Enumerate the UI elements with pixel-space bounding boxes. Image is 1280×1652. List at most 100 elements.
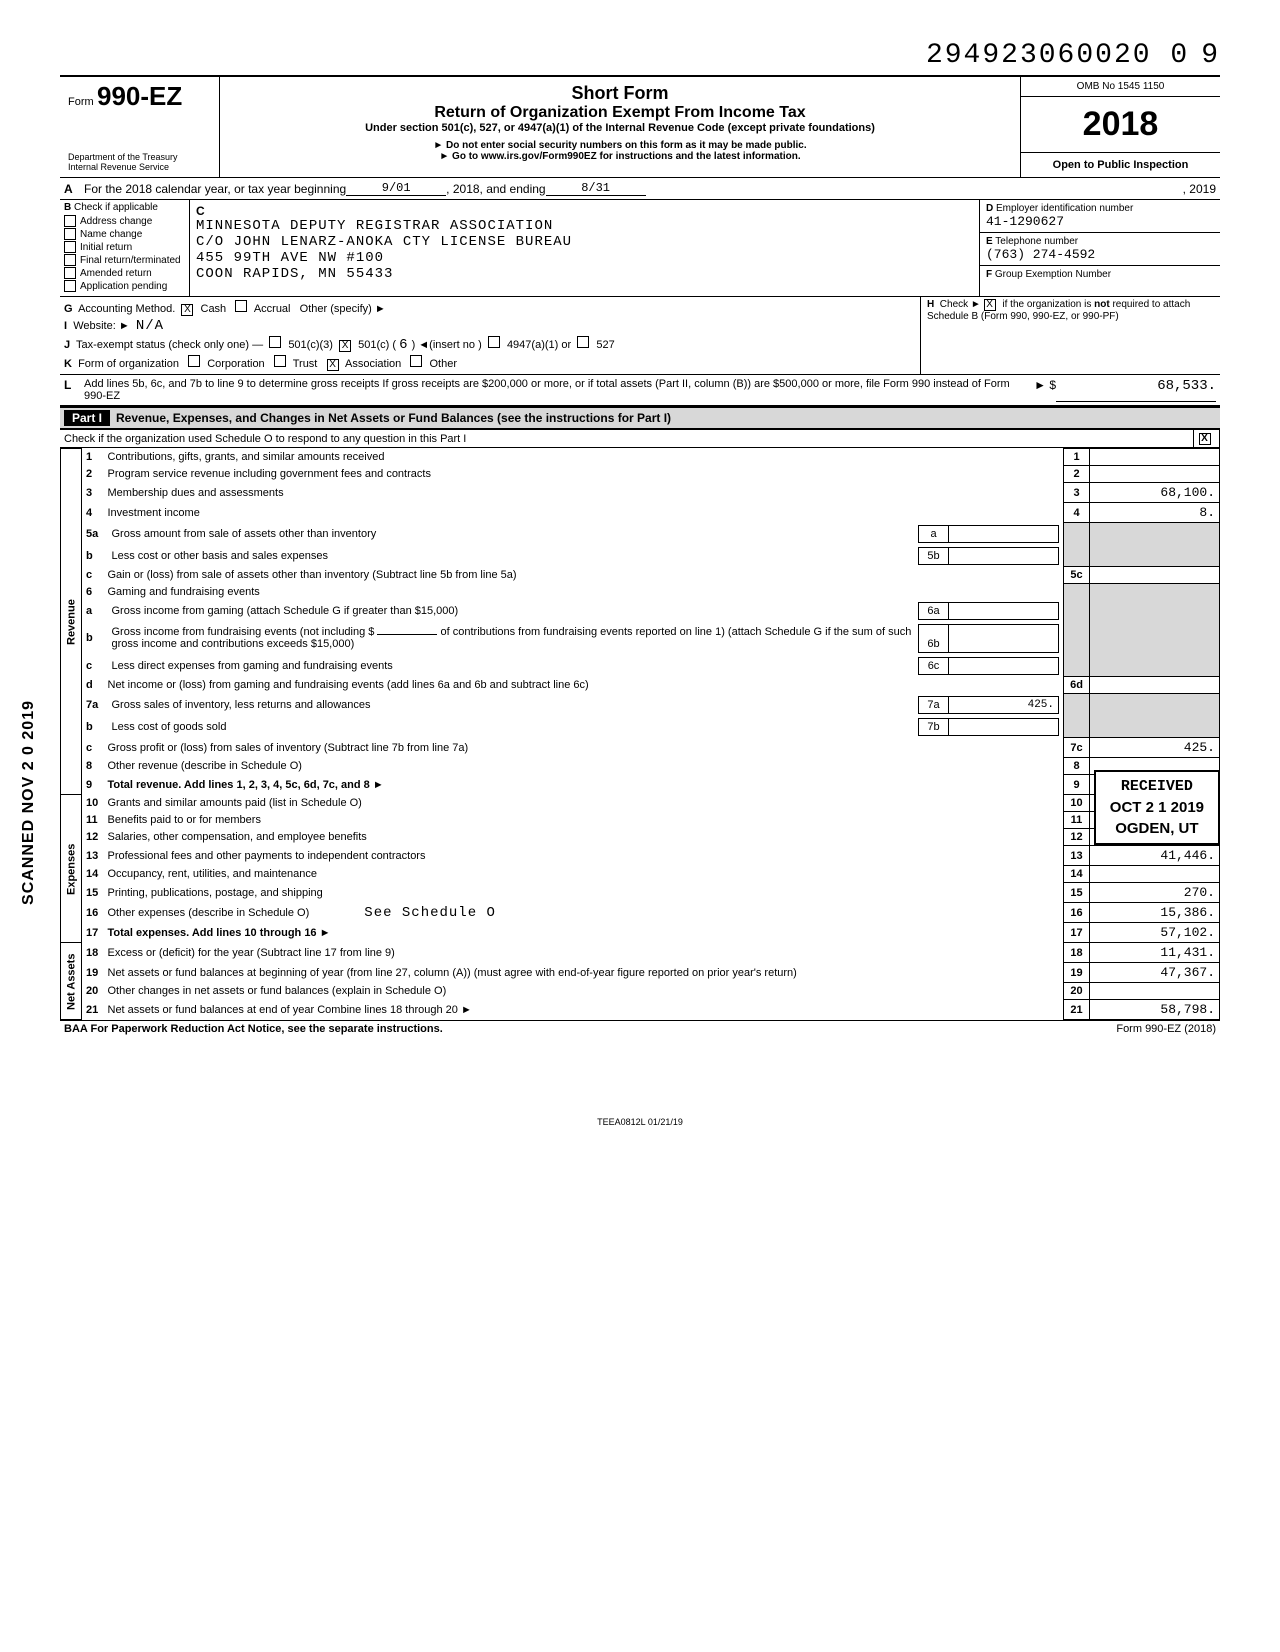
chk-amended: Amended return [80, 268, 152, 279]
under-section: Under section 501(c), 527, or 4947(a)(1)… [228, 122, 1012, 134]
h-text2: if the organization is [1002, 299, 1091, 310]
letter-e: E [986, 236, 993, 247]
part1-checkline: Check if the organization used Schedule … [64, 433, 466, 445]
l5b-t: Less cost or other basis and sales expen… [108, 547, 919, 564]
l16-n: 16 [86, 907, 98, 919]
checkbox-4947[interactable] [488, 336, 500, 348]
row-g: G Accounting Method. X Cash Accrual Othe… [64, 299, 916, 317]
l1-n: 1 [86, 451, 92, 463]
checkbox-501c[interactable]: X [339, 340, 351, 352]
checkbox-corporation[interactable] [188, 355, 200, 367]
box-e: E Telephone number (763) 274-4592 [980, 233, 1220, 266]
l20-t: Other changes in net assets or fund bala… [104, 983, 1064, 1000]
tax-year: 2018 [1021, 97, 1220, 153]
l12-t: Salaries, other compensation, and employ… [104, 829, 1064, 846]
stamp-received: RECEIVED [1110, 776, 1204, 797]
l3-t: Membership dues and assessments [104, 483, 1064, 503]
checkbox-accrual[interactable] [235, 300, 247, 312]
h-check: Check ► [940, 299, 981, 310]
checkbox-other-org[interactable] [410, 355, 422, 367]
checkbox-address-change[interactable] [64, 215, 76, 227]
checkbox-application-pending[interactable] [64, 280, 76, 292]
l12-n: 12 [86, 831, 98, 843]
l8-n: 8 [86, 760, 92, 772]
l5c-t: Gain or (loss) from sale of assets other… [104, 567, 1064, 584]
stamp-place: OGDEN, UT [1110, 818, 1204, 839]
l21-a: 58,798. [1090, 1000, 1220, 1020]
website-value: N/A [136, 318, 164, 334]
checkbox-schedule-b-not-required[interactable]: X [984, 299, 996, 311]
chk-name: Name change [80, 229, 142, 240]
l6a-m: 6a [919, 602, 949, 619]
part1-table: Revenue 1 Contributions, gifts, grants, … [60, 448, 1220, 1020]
l3-a: 68,100. [1090, 483, 1220, 503]
received-stamp: RECEIVED OCT 2 1 2019 OGDEN, UT [1094, 770, 1220, 845]
letter-l: L [64, 378, 84, 402]
letter-j: J [64, 339, 70, 351]
l6c-ma [949, 657, 1059, 674]
l8-t: Other revenue (describe in Schedule O) [104, 758, 1064, 775]
checkbox-name-change[interactable] [64, 228, 76, 240]
accounting-label: Accounting Method. [78, 303, 175, 315]
l4-n: 4 [86, 507, 92, 519]
l3-rn: 3 [1064, 483, 1090, 503]
opt-501c-num: 6 [399, 337, 408, 353]
accrual-label: Accrual [254, 303, 291, 315]
checkbox-cash[interactable]: X [181, 304, 193, 316]
l8-rn: 8 [1064, 758, 1090, 775]
checkbox-final-return[interactable] [64, 254, 76, 266]
l14-t: Occupancy, rent, utilities, and maintena… [104, 866, 1064, 883]
row-a-endyr: , 2019 [1183, 182, 1216, 196]
letter-h: H [927, 299, 934, 310]
l9-arrow: ► [373, 779, 384, 791]
l6b-m: 6b [919, 624, 949, 652]
l17-t: Total expenses. Add lines 10 through 16 [108, 927, 317, 939]
l21-rn: 21 [1064, 1000, 1090, 1020]
l15-n: 15 [86, 887, 98, 899]
l12-rn: 12 [1064, 829, 1090, 846]
col-def: D Employer identification number 41-1290… [980, 200, 1220, 296]
l7b-n: b [86, 721, 93, 733]
cash-label: Cash [201, 303, 227, 315]
l16-a: 15,386. [1090, 903, 1220, 923]
opt-trust: Trust [293, 358, 318, 370]
l21-arrow: ► [461, 1004, 472, 1016]
l21-n: 21 [86, 1004, 98, 1016]
opt-corp: Corporation [207, 358, 264, 370]
l7c-t: Gross profit or (loss) from sales of inv… [104, 738, 1064, 758]
l5b-m: 5b [919, 547, 949, 564]
l16-rn: 16 [1064, 903, 1090, 923]
row-l-arrow: ► $ [1034, 378, 1056, 402]
checkbox-initial-return[interactable] [64, 241, 76, 253]
l20-a [1090, 983, 1220, 1000]
l7c-a: 425. [1090, 738, 1220, 758]
l14-rn: 14 [1064, 866, 1090, 883]
l13-t: Professional fees and other payments to … [104, 846, 1064, 866]
scanned-stamp: SCANNED NOV 2 0 2019 [20, 700, 38, 905]
l16-t: Other expenses (describe in Schedule O) [108, 907, 310, 919]
letter-k: K [64, 358, 72, 370]
part1-title: Revenue, Expenses, and Changes in Net As… [116, 411, 671, 425]
l6d-rn: 6d [1064, 677, 1090, 694]
dept-text: Department of the Treasury Internal Reve… [68, 153, 211, 173]
ein-label: Employer identification number [996, 203, 1133, 214]
checkbox-schedule-o-part1[interactable]: X [1199, 433, 1211, 445]
box-d: D Employer identification number 41-1290… [980, 200, 1220, 233]
l19-n: 19 [86, 967, 98, 979]
row-k: K Form of organization Corporation Trust… [64, 354, 916, 372]
checkbox-501c3[interactable] [269, 336, 281, 348]
l18-a: 11,431. [1090, 943, 1220, 963]
checkbox-association[interactable]: X [327, 359, 339, 371]
footer-code: TEEA0812L 01/21/19 [60, 1117, 1220, 1127]
l7a-n: 7a [86, 699, 98, 711]
header-right: OMB No 1545 1150 2018 Open to Public Ins… [1020, 77, 1220, 177]
letter-d: D [986, 203, 993, 214]
tax-exempt-label: Tax-exempt status (check only one) — [76, 339, 263, 351]
col-g-i-j-k: G Accounting Method. X Cash Accrual Othe… [60, 297, 920, 374]
checkbox-trust[interactable] [274, 355, 286, 367]
checkbox-527[interactable] [577, 336, 589, 348]
l7a-t: Gross sales of inventory, less returns a… [108, 696, 919, 713]
col-b-checklist: Address change Name change Initial retur… [64, 215, 185, 292]
checkbox-amended-return[interactable] [64, 267, 76, 279]
l5b-ma [949, 547, 1059, 564]
